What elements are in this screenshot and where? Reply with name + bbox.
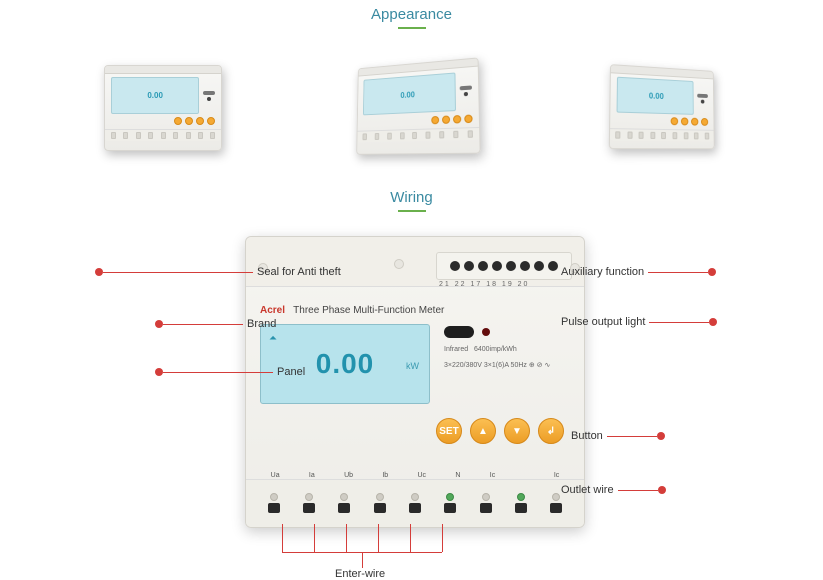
callout-brand: Brand (155, 318, 280, 330)
terminal-label: Ia (309, 472, 315, 479)
callout-dot-icon (709, 318, 717, 326)
callout-panel: Panel (155, 366, 309, 378)
lcd-antenna-icon: ⏶ (269, 333, 277, 344)
callout-label: Pulse output light (557, 316, 649, 328)
terminal-label: Ub (344, 472, 353, 479)
bottom-terminal (336, 493, 352, 515)
rating-line: 3×220/380V 3×1(6)A 50Hz ⊕ ⊘ ∿ (444, 361, 550, 369)
callout-pulse: Pulse output light (557, 316, 717, 328)
meter-info-column: Infrared 6400imp/kWh 3×220/380V 3×1(6)A … (444, 324, 550, 369)
bottom-terminal (372, 493, 388, 515)
control-button[interactable]: ▼ (504, 418, 530, 444)
bottom-terminal (301, 493, 317, 515)
callout-outlet: Outlet wire (557, 484, 666, 496)
bottom-terminal-block (246, 479, 584, 527)
callout-button: Button (567, 430, 665, 442)
section-title-appearance: Appearance (0, 0, 823, 33)
appearance-thumb: 0.00 (357, 57, 482, 154)
section-title-text: Appearance (371, 6, 452, 23)
aux-terminal-block (436, 252, 572, 280)
appearance-row: 0.00 0.00 (0, 33, 823, 183)
infrared-window-icon (444, 326, 474, 338)
bottom-terminal (266, 493, 282, 515)
control-button[interactable]: ↲ (538, 418, 564, 444)
terminal-label: Uc (418, 472, 427, 479)
callout-label: Outlet wire (557, 484, 618, 496)
callout-line (103, 272, 253, 273)
bottom-terminal (478, 493, 494, 515)
callout-line (163, 372, 273, 373)
terminal-label: Ic (554, 472, 559, 479)
callout-label: Button (567, 430, 607, 442)
enter-wire-lines (282, 524, 442, 568)
aux-terminal-hole (450, 261, 460, 271)
callout-line (648, 272, 708, 273)
meter-top-strip: 21 22 17 18 19 20 (246, 237, 584, 287)
lcd-unit: kW (406, 361, 419, 371)
control-button-row: SET ▲ ▼ ↲ (260, 418, 570, 444)
callout-enter-wire: Enter-wire (335, 568, 385, 580)
lcd-value: 0.00 (316, 348, 375, 380)
callout-dot-icon (155, 368, 163, 376)
meter-title-text: Three Phase Multi-Function Meter (293, 305, 444, 316)
control-button[interactable]: SET (436, 418, 462, 444)
aux-terminal-hole (492, 261, 502, 271)
brand-logo: Acrel (260, 305, 285, 316)
wiring-diagram: 21 22 17 18 19 20 Acrel Three Phase Mult… (0, 216, 823, 576)
bottom-terminal (407, 493, 423, 515)
aux-terminal-hole (520, 261, 530, 271)
callout-aux: Auxiliary function (557, 266, 716, 278)
callout-label: Brand (243, 318, 280, 330)
callout-dot-icon (155, 320, 163, 328)
terminal-label: Ib (382, 472, 388, 479)
aux-terminal-hole (478, 261, 488, 271)
pulse-led-icon (482, 328, 490, 336)
terminal-label: Ic (490, 472, 495, 479)
meter-heading: Acrel Three Phase Multi-Function Meter (260, 305, 570, 316)
aux-terminal-hole (506, 261, 516, 271)
center-screw (394, 259, 404, 269)
control-button[interactable]: ▲ (470, 418, 496, 444)
meter-device: 21 22 17 18 19 20 Acrel Three Phase Mult… (245, 236, 585, 528)
callout-dot-icon (657, 432, 665, 440)
callout-line (607, 436, 657, 437)
aux-terminal-hole (534, 261, 544, 271)
aux-terminal-hole (464, 261, 474, 271)
appearance-thumb: 0.00 (609, 64, 715, 149)
terminal-label: N (455, 472, 460, 479)
callout-dot-icon (708, 268, 716, 276)
callout-label: Auxiliary function (557, 266, 648, 278)
callout-dot-icon (658, 486, 666, 494)
appearance-thumb: 0.00 (104, 65, 222, 151)
infrared-label: Infrared 6400imp/kWh (444, 346, 550, 353)
callout-seal: Seal for Anti theft (95, 266, 345, 278)
callout-label: Panel (273, 366, 309, 378)
callout-line (649, 322, 709, 323)
callout-line (618, 490, 658, 491)
bottom-terminal (513, 493, 529, 515)
bottom-terminal-labels: Ua Ia Ub Ib Uc N Ic Ic (246, 472, 584, 479)
lcd-panel: ⏶ 0.00 kW (260, 324, 430, 404)
bottom-terminal (442, 493, 458, 515)
section-title-text: Wiring (390, 189, 433, 206)
terminal-label: Ua (271, 472, 280, 479)
infrared-row (444, 326, 550, 338)
callout-label: Seal for Anti theft (253, 266, 345, 278)
callout-dot-icon (95, 268, 103, 276)
section-title-wiring: Wiring (0, 183, 823, 216)
callout-line (163, 324, 243, 325)
